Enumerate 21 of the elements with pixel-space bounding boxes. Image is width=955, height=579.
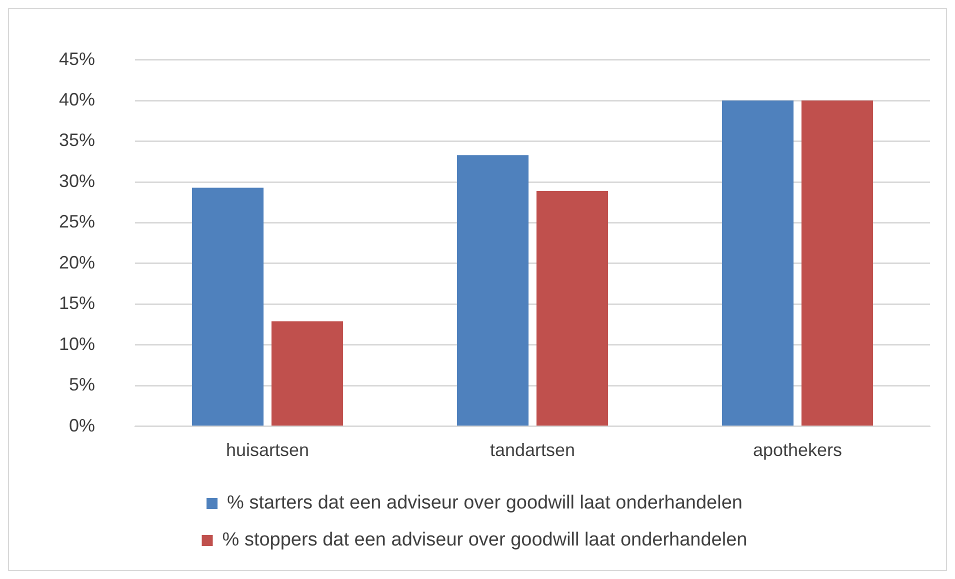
y-tick-label: 15% — [58, 293, 96, 314]
bar — [192, 188, 264, 426]
bar — [536, 190, 608, 426]
y-tick-label: 45% — [58, 48, 96, 69]
bar — [271, 321, 344, 426]
bar — [456, 155, 529, 426]
y-tick-label: 0% — [69, 415, 96, 436]
y-tick-label: 5% — [69, 374, 96, 395]
bar — [722, 100, 794, 426]
legend-label: % starters dat een adviseur over goodwill laat onderhandelen — [227, 492, 742, 514]
y-tick-label: 25% — [58, 212, 96, 232]
y-tick-label: 35% — [58, 130, 96, 150]
x-tick-label: apothekers — [752, 440, 842, 460]
bar — [801, 100, 874, 426]
x-tick-label: huisartsen — [226, 440, 310, 460]
y-tick-label: 20% — [58, 252, 96, 272]
y-tick-label: 30% — [58, 170, 96, 191]
y-tick-label: 40% — [58, 90, 96, 110]
y-tick-label: 10% — [58, 334, 96, 354]
legend-label: % stoppers dat een adviseur over goodwill laat onderhandelen — [222, 530, 748, 551]
x-tick-label: tandartsen — [490, 440, 576, 460]
